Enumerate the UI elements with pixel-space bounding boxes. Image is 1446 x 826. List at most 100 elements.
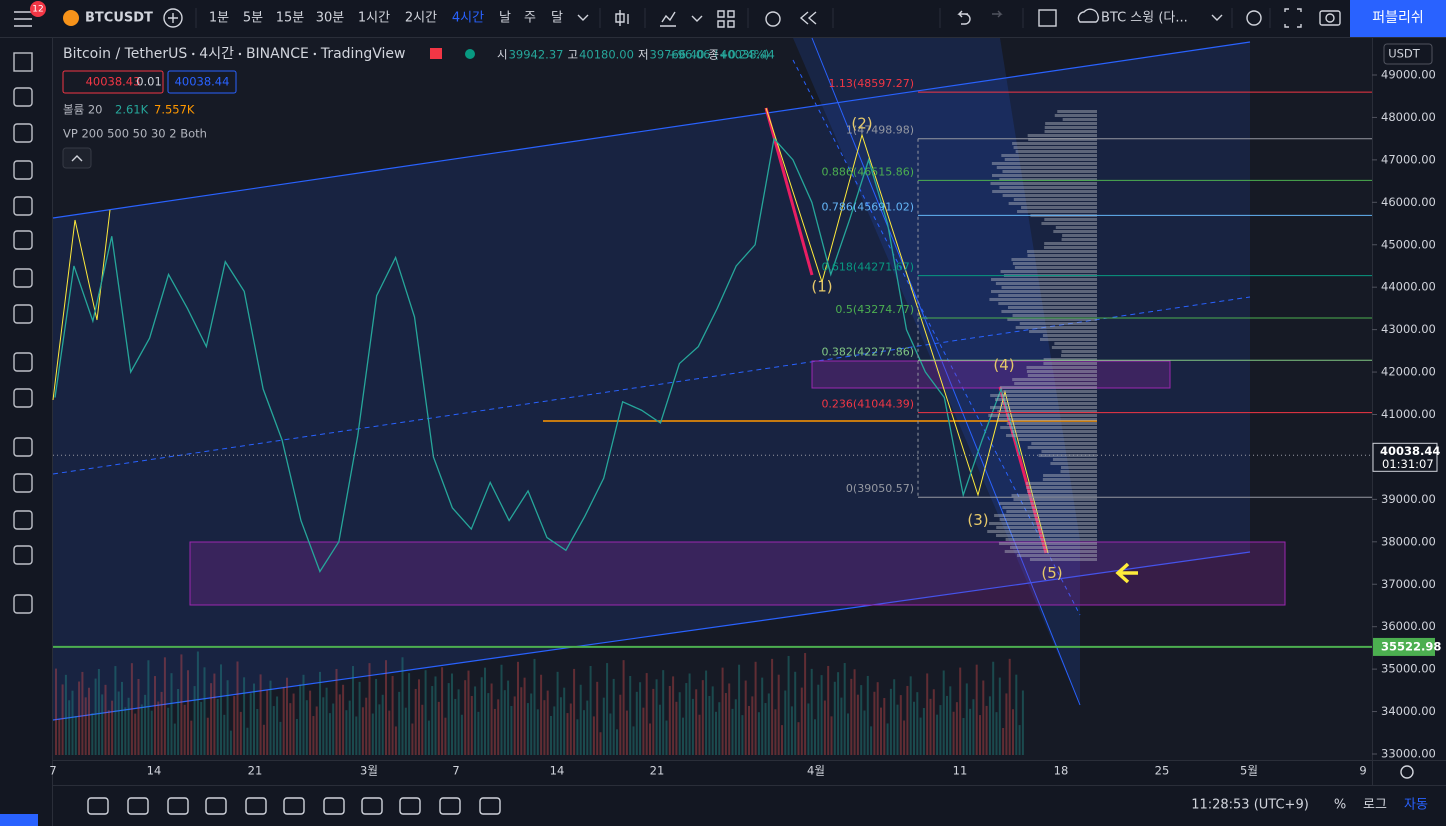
- drawing-tool[interactable]: [13, 510, 33, 530]
- axis-settings[interactable]: [1400, 765, 1414, 779]
- interval-button[interactable]: 달: [551, 11, 563, 26]
- publish-button[interactable]: [1350, 0, 1446, 37]
- drawing-tool[interactable]: [13, 594, 33, 614]
- interval-button[interactable]: 1분: [209, 11, 229, 26]
- drawing-tool[interactable]: [13, 123, 33, 143]
- drawing-tool[interactable]: [13, 388, 33, 408]
- drawing-tool[interactable]: [13, 473, 33, 493]
- symbol[interactable]: BTCUSDT: [85, 11, 153, 26]
- dropdown-icon[interactable]: [1211, 14, 1223, 21]
- ohlc-label: 저: [638, 48, 649, 62]
- volume-bar: [292, 693, 295, 755]
- volume-bar: [863, 710, 866, 755]
- chart-type-icon[interactable]: [615, 10, 629, 26]
- interval-button[interactable]: 1시간: [358, 11, 390, 26]
- drawing-tool[interactable]: [13, 230, 33, 250]
- drawing-tool[interactable]: [13, 545, 33, 565]
- drawing-tool[interactable]: [13, 437, 33, 457]
- profile-bar: [1003, 390, 1097, 393]
- add-symbol[interactable]: [163, 8, 183, 28]
- volume-bar: [147, 660, 150, 755]
- currency-box[interactable]: [1383, 43, 1433, 65]
- templates-icon[interactable]: [717, 10, 735, 28]
- settings-icon[interactable]: [1246, 10, 1262, 26]
- drawing-tool[interactable]: [13, 352, 33, 372]
- interval-button[interactable]: 2시간: [405, 11, 437, 26]
- volume-bar: [913, 701, 915, 755]
- profile-bar: [991, 278, 1097, 281]
- redo-icon[interactable]: [992, 10, 1003, 18]
- volume-bar: [1015, 674, 1018, 755]
- alert-icon[interactable]: [765, 11, 781, 27]
- bottom-tool[interactable]: [479, 797, 501, 815]
- interval-button[interactable]: 주: [524, 11, 536, 26]
- layout-name[interactable]: BTC 스윙 (다...: [1101, 10, 1188, 26]
- volume-bar: [790, 706, 793, 755]
- interval-button[interactable]: 15분: [276, 11, 305, 26]
- interval-button[interactable]: 날: [499, 11, 511, 26]
- percent-toggle[interactable]: %: [1334, 798, 1346, 813]
- bottom-tool[interactable]: [361, 797, 383, 815]
- profile-bar: [987, 530, 1097, 533]
- bottom-tool[interactable]: [323, 797, 345, 815]
- log-toggle[interactable]: 로그: [1363, 798, 1387, 813]
- flag[interactable]: [430, 48, 442, 59]
- x-tick-label: 21: [650, 764, 665, 778]
- currency[interactable]: USDT: [1388, 47, 1421, 61]
- volume-bar: [688, 673, 691, 755]
- interval-button[interactable]: 4시간: [452, 11, 484, 26]
- screenshot-icon[interactable]: [1319, 10, 1341, 26]
- auto-toggle[interactable]: 자동: [1404, 798, 1428, 813]
- volume-bar: [946, 695, 948, 755]
- undo-icon[interactable]: [957, 10, 971, 25]
- volume-bar: [477, 711, 480, 755]
- bottom-tool[interactable]: [439, 797, 461, 815]
- toolbar-icon[interactable]: [1038, 9, 1057, 27]
- drawing-tool[interactable]: [13, 196, 33, 216]
- legend: Bitcoin / TetherUS 4시간 BINANCE TradingVi…: [62, 46, 769, 169]
- buy-price[interactable]: 40038.44: [175, 75, 230, 89]
- side-toggle[interactable]: [0, 814, 38, 826]
- volume-bar: [893, 679, 896, 755]
- drawing-tool[interactable]: [13, 304, 33, 324]
- indicators-icon[interactable]: [660, 11, 676, 27]
- bottom-tool[interactable]: [127, 797, 149, 815]
- bottom-tool[interactable]: [205, 797, 227, 815]
- drawing-tool[interactable]: [13, 87, 33, 107]
- volume-bar: [678, 692, 681, 755]
- sell-price[interactable]: 40038.43: [86, 75, 141, 89]
- replay-icon[interactable]: [799, 11, 817, 25]
- volume-bar: [576, 719, 579, 755]
- drawing-tool[interactable]: [13, 160, 33, 180]
- menu-icon[interactable]: [14, 11, 32, 27]
- profile-bar: [1055, 226, 1097, 229]
- bottom-tool[interactable]: [245, 797, 267, 815]
- drawing-tool[interactable]: [13, 268, 33, 288]
- bottom-tool[interactable]: [399, 797, 421, 815]
- volume-bar: [606, 663, 609, 755]
- buy-box[interactable]: [167, 70, 237, 94]
- volume-bar: [711, 686, 714, 755]
- publish-label[interactable]: 퍼블리쉬: [1372, 10, 1424, 26]
- volume-bar: [447, 683, 450, 755]
- volume-bar: [295, 718, 298, 755]
- volume-bar: [484, 667, 486, 755]
- volume-bar: [691, 698, 694, 755]
- volume-bar: [599, 732, 602, 755]
- bottom-tool[interactable]: [167, 797, 189, 815]
- coin-icon: [63, 10, 79, 26]
- interval-button[interactable]: 30분: [316, 11, 345, 26]
- bottom-tool[interactable]: [283, 797, 305, 815]
- bottom-tool[interactable]: [87, 797, 109, 815]
- volume-bar: [55, 668, 57, 755]
- dropdown-icon[interactable]: [577, 14, 589, 21]
- sell-box[interactable]: [62, 70, 164, 94]
- collapse-legend[interactable]: [62, 147, 92, 169]
- volume-bar: [807, 703, 810, 755]
- fullscreen-icon[interactable]: [1284, 8, 1302, 28]
- ohlc-value: 40180.00: [579, 48, 634, 62]
- dropdown-icon[interactable]: [691, 15, 703, 22]
- drawing-tool[interactable]: [13, 52, 33, 72]
- interval-button[interactable]: 5분: [243, 11, 263, 26]
- volume-bar: [896, 704, 899, 755]
